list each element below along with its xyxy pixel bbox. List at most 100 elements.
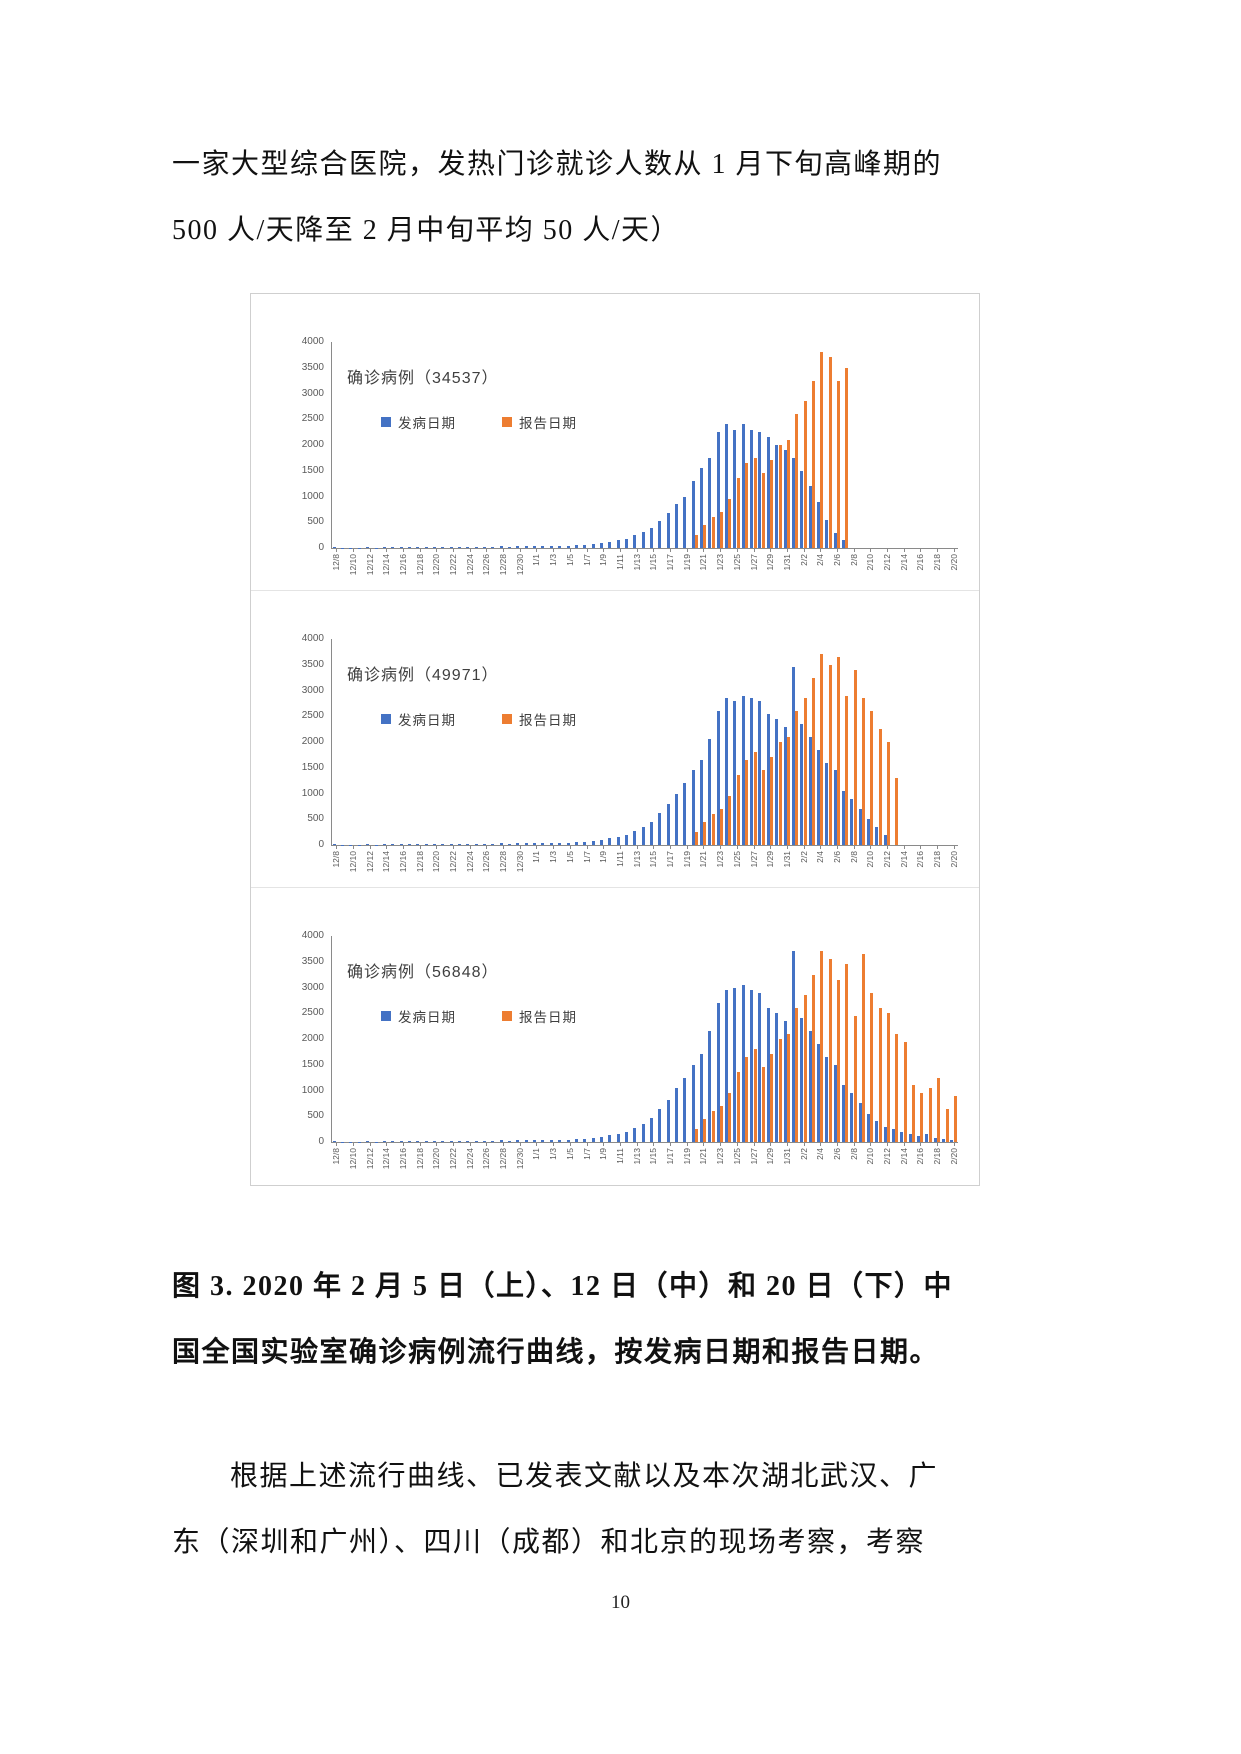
caption-line-2: 国全国实验室确诊病例流行曲线，按发病日期和报告日期。 [172,1337,940,1368]
onset-date-bar [858,1103,862,1142]
x-tick-mark [453,845,455,849]
x-tick-mark [887,845,889,849]
x-tick-label: 1/3 [548,1148,559,1160]
onset-date-bar [432,546,436,548]
x-tick-label: 12/28 [498,851,509,873]
onset-date-bar [791,667,795,845]
onset-date-bar [666,1099,670,1142]
report-date-bar [778,1039,782,1142]
onset-date-bar [566,545,570,548]
onset-date-bar [908,1134,912,1142]
onset-date-bar [524,1139,528,1142]
x-tick-label: 1/11 [614,851,625,867]
x-tick-mark [519,1142,521,1146]
x-tick-label: 2/16 [915,851,926,868]
onset-date-bar [850,1093,854,1142]
report-date-bar [795,1008,799,1142]
x-tick-mark [469,845,471,849]
onset-date-bar [741,424,745,548]
report-date-bar [820,654,824,845]
onset-date-bar [399,547,403,548]
onset-date-bar [825,519,829,548]
onset-date-bar [549,545,553,548]
report-date-bar [761,473,765,548]
x-tick-mark [536,845,538,849]
x-tick-mark [486,845,488,849]
x-tick-mark [803,1142,805,1146]
x-tick-label: 1/1 [531,1148,542,1160]
report-date-bar [728,499,732,548]
report-date-bar [736,775,740,845]
onset-date-bar [800,470,804,548]
onset-date-bar [491,1140,495,1142]
x-tick-mark [820,548,822,552]
x-tick-mark [686,1142,688,1146]
onset-date-bar [558,1140,562,1142]
onset-date-bar [633,535,637,548]
onset-date-bar [691,770,695,845]
x-tick-label: 1/19 [681,554,692,571]
x-tick-label: 2/12 [882,1148,893,1165]
x-tick-label: 1/29 [765,1148,776,1165]
x-tick-mark [920,548,922,552]
x-tick-mark [653,548,655,552]
x-tick-label: 2/18 [932,1148,943,1165]
x-tick-mark [836,845,838,849]
report-date-bar [770,757,774,845]
x-tick-mark [469,548,471,552]
onset-date-bar [791,951,795,1142]
x-tick-mark [786,548,788,552]
report-date-bar [845,695,849,845]
x-tick-mark [820,845,822,849]
x-tick-label: 1/23 [715,554,726,571]
onset-date-bar [675,793,678,845]
x-tick-label: 1/15 [648,554,659,571]
x-tick-mark [753,845,755,849]
onset-date-bar [516,546,520,548]
onset-date-bar [950,1140,954,1142]
y-tick-label: 2000 [301,736,324,747]
onset-date-bar [708,457,712,548]
x-tick-mark [720,1142,722,1146]
x-tick-mark [720,548,722,552]
x-tick-mark [753,1142,755,1146]
onset-date-bar [925,1134,929,1142]
onset-date-bar [783,450,787,548]
onset-date-bar [933,1137,937,1142]
x-tick-mark [352,1142,354,1146]
report-date-bar [728,1093,732,1142]
onset-date-bar [858,808,862,845]
x-tick-label: 1/25 [731,554,742,571]
onset-date-bar [649,1118,653,1142]
onset-date-bar [775,718,779,845]
report-date-bar [811,380,815,548]
report-date-bar [820,352,824,548]
chart-panel-feb20: 确诊病例（56848） 发病日期 报告日期 0 500 1000 1500 2000 25… [251,888,979,1185]
x-tick-label: 12/28 [498,1148,509,1170]
report-date-bar [853,1015,857,1142]
report-date-bar [828,357,832,548]
chart-legend: 发病日期 报告日期 [381,1006,623,1026]
onset-date-bar [808,736,812,845]
x-tick-label: 2/4 [815,554,826,566]
x-tick-mark [853,1142,855,1146]
x-tick-mark [836,548,838,552]
x-tick-mark [786,845,788,849]
onset-date-bar [608,838,612,845]
x-tick-mark [686,845,688,849]
chart-title: 确诊病例（49971） [347,667,499,684]
x-tick-mark [803,548,805,552]
chart-panel-feb12: 确诊病例（49971） 发病日期 报告日期 0 500 1000 1500 2000 25… [251,591,979,888]
onset-date-bar [833,1064,837,1142]
x-tick-mark [402,1142,404,1146]
caption-line-1: 图 3. 2020 年 2 月 5 日（上）、12 日（中）和 20 日（下）中 [172,1271,954,1302]
x-tick-mark [386,845,388,849]
onset-date-bar [633,830,637,845]
x-tick-mark [803,845,805,849]
x-tick-mark [569,845,571,849]
x-tick-label: 12/24 [464,1148,475,1170]
report-date-bar [753,457,757,548]
onset-date-bar [391,844,395,845]
report-date-bar [928,1087,932,1142]
